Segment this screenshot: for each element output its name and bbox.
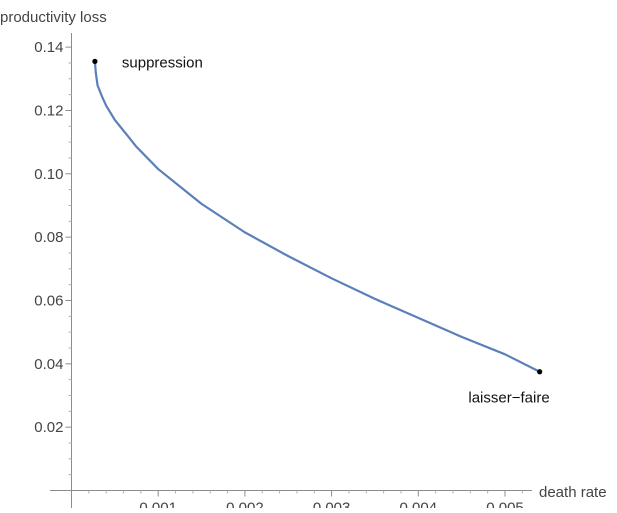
- annotations: suppression laisser−faire: [92, 54, 550, 407]
- laisser-faire-label: laisser−faire: [468, 390, 549, 407]
- x-tick-label: 0.002: [226, 500, 264, 509]
- y-tick-label: 0.08: [34, 229, 63, 246]
- laisser-faire-point: [537, 369, 543, 375]
- y-tick-label: 0.12: [34, 102, 63, 119]
- x-tick-label: 0.005: [486, 500, 524, 509]
- suppression-label: suppression: [122, 54, 203, 71]
- x-tick-label: 0.004: [400, 500, 438, 509]
- x-tick-label: 0.001: [139, 500, 177, 509]
- y-tick-label: 0.06: [34, 292, 63, 309]
- y-tick-label: 0.02: [34, 419, 63, 436]
- axes: [50, 33, 532, 508]
- y-tick-label: 0.14: [34, 39, 63, 56]
- series-line: [93, 60, 541, 373]
- y-axis-title: productivity loss: [0, 9, 107, 26]
- x-axis-title: death rate: [539, 484, 607, 501]
- suppression-point: [92, 58, 98, 64]
- x-tick-label: 0.003: [313, 500, 351, 509]
- series-layer: [93, 60, 541, 373]
- y-tick-label: 0.04: [34, 356, 63, 373]
- y-tick-label: 0.10: [34, 166, 63, 183]
